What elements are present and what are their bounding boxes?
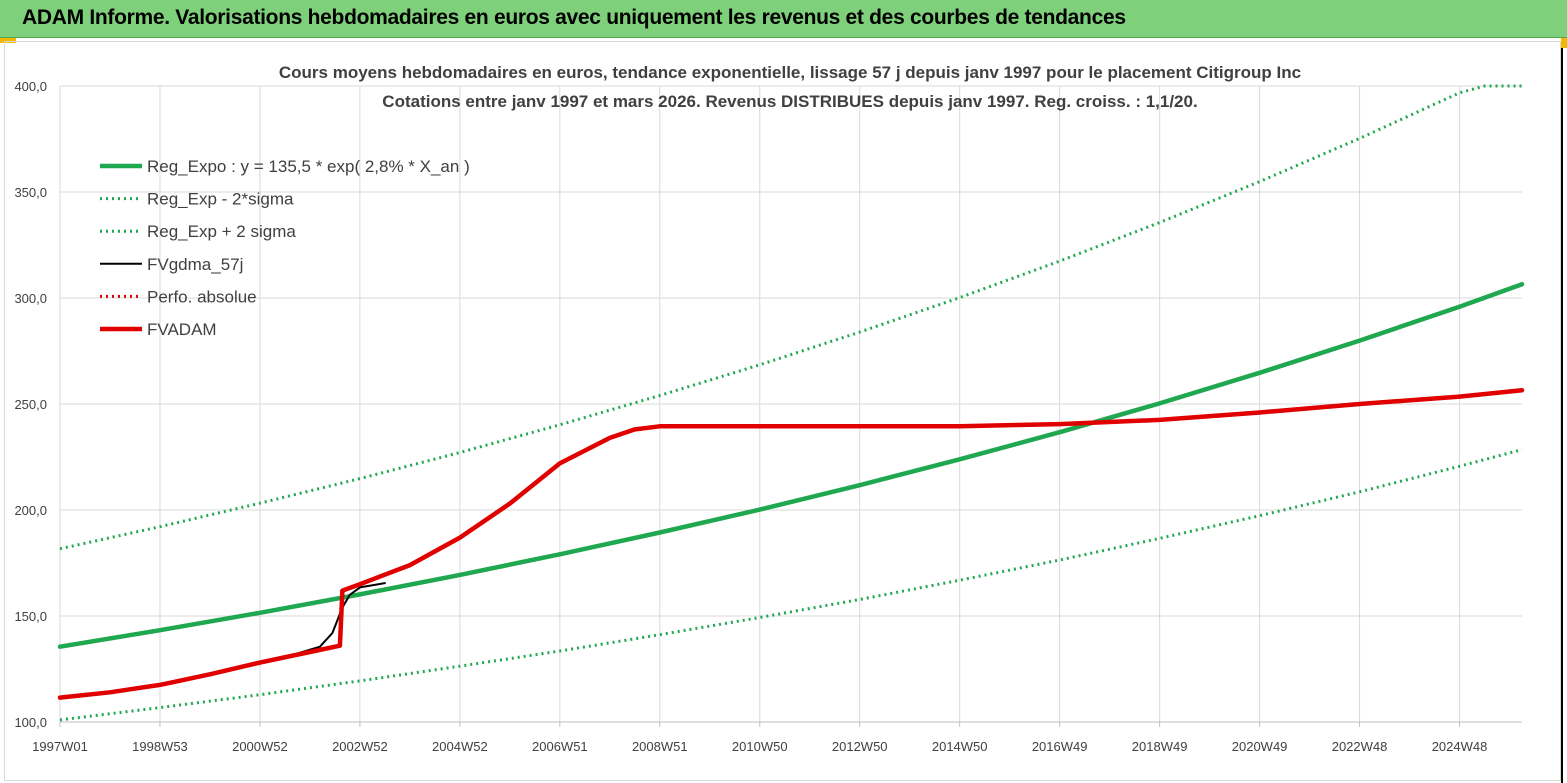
axes: 100,0 150,0 200,0 250,0 300,0 350,0 400,0 1997W…: [14, 79, 1522, 754]
corner-accent-left: [0, 38, 16, 43]
legend-label: Reg_Exp - 2*sigma: [147, 190, 294, 209]
y-tick-label: 300,0: [14, 291, 47, 306]
x-tick-label: 2024W48: [1432, 739, 1488, 754]
report-banner: ADAM Informe. Valorisations hebdomadaire…: [0, 0, 1567, 38]
y-tick-label: 100,0: [14, 715, 47, 730]
x-tick-label: 2022W48: [1332, 739, 1388, 754]
x-tick-label: 2018W49: [1132, 739, 1188, 754]
series-line-1: [57, 281, 1525, 649]
y-tick-label: 150,0: [14, 609, 47, 624]
x-tick-label: 2016W49: [1032, 739, 1088, 754]
legend-label: Perfo. absolue: [147, 287, 257, 306]
y-tick-label: 200,0: [14, 503, 47, 518]
y-tick-label: 350,0: [14, 185, 47, 200]
gridlines: [59, 85, 1522, 723]
series-line-3: [59, 84, 1522, 551]
x-tick-label: 2020W49: [1232, 739, 1288, 754]
legend: Reg_Expo : y = 135,5 * exp( 2,8% * X_an …: [100, 157, 470, 339]
chart-title: Cours moyens hebdomadaires en euros, ten…: [278, 63, 1302, 82]
right-edge-line: [1561, 48, 1563, 783]
x-tick-label: 2002W52: [332, 739, 388, 754]
x-tick-label: 2006W51: [532, 739, 588, 754]
series-line-2: [59, 448, 1523, 722]
x-tick-label: 2000W52: [232, 739, 288, 754]
x-tick-label: 2008W51: [632, 739, 688, 754]
y-tick-label: 400,0: [14, 79, 47, 94]
chart-area: [4, 41, 1561, 781]
x-tick-label: 2004W52: [432, 739, 488, 754]
y-tick-label: 250,0: [14, 397, 47, 412]
series-line-6: [57, 387, 1525, 700]
series-lines: [57, 84, 1525, 722]
corner-accent-right: [1561, 38, 1567, 48]
x-tick-label: 2010W50: [732, 739, 788, 754]
x-tick-label: 2014W50: [932, 739, 988, 754]
x-tick-label: 2012W50: [832, 739, 888, 754]
chart-subtitle: Cotations entre janv 1997 et mars 2026. …: [382, 92, 1198, 111]
legend-label: Reg_Exp + 2 sigma: [147, 222, 296, 241]
legend-label: FVADAM: [147, 320, 217, 339]
report-title: ADAM Informe. Valorisations hebdomadaire…: [22, 6, 1126, 29]
x-tick-label: 1998W53: [132, 739, 188, 754]
legend-label: FVgdma_57j: [147, 255, 243, 274]
x-tick-label: 1997W01: [32, 739, 88, 754]
legend-label: Reg_Expo : y = 135,5 * exp( 2,8% * X_an …: [147, 157, 470, 176]
series-line-5: [59, 388, 1523, 700]
